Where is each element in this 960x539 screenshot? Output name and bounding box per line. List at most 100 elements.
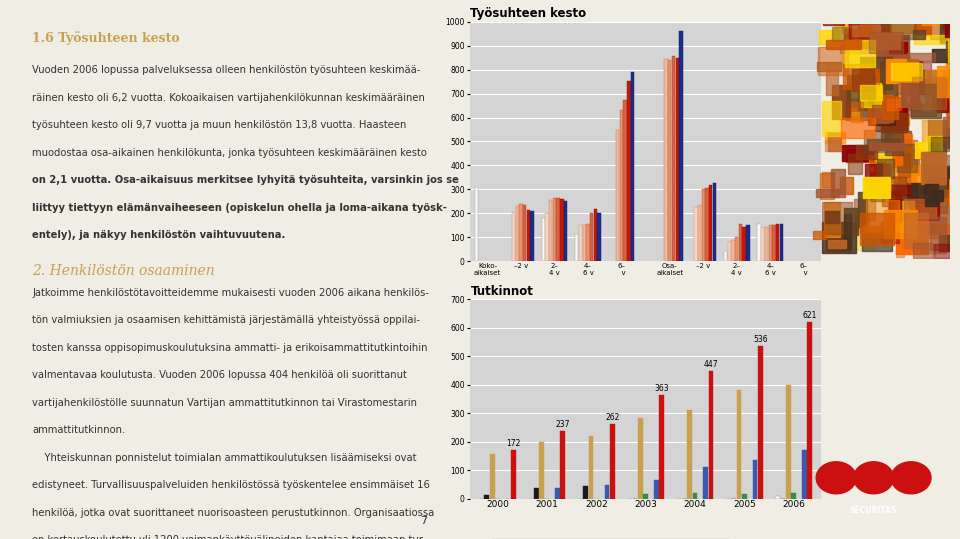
Bar [692,493,697,499]
Bar [950,53,960,82]
Bar [847,108,856,115]
Bar [876,153,891,162]
Bar [753,460,757,499]
Bar [534,488,539,499]
Bar [587,224,589,261]
Bar [870,158,885,166]
Bar [597,213,601,261]
Bar [841,118,875,138]
Bar [822,222,856,253]
Bar [877,160,894,178]
Bar [937,79,948,112]
Bar [822,172,834,187]
Bar [948,29,959,62]
Bar [884,177,905,198]
Bar [802,450,806,499]
Bar [947,179,956,204]
Bar [583,486,588,499]
Bar [876,37,902,57]
Bar [610,424,614,499]
Bar [908,199,939,219]
Bar [880,116,909,125]
Bar [702,189,705,261]
Bar [660,395,664,499]
Bar [816,189,839,197]
Bar [817,62,841,71]
Text: SECURITAS: SECURITAS [850,506,898,515]
Bar [880,63,897,96]
Bar [724,251,728,261]
Bar [867,139,900,150]
Text: ammattitutkinnon.: ammattitutkinnon. [32,425,126,435]
Text: edistyneet. Turvallisuuspalveluiden henkilöstössä työskentelee ensimmäiset 16: edistyneet. Turvallisuuspalveluiden henk… [32,480,430,490]
Bar [922,120,945,141]
Bar [929,190,949,201]
Bar [885,59,918,83]
Bar [915,142,925,157]
Bar [904,160,919,175]
Bar [884,5,914,33]
Bar [932,84,960,109]
Bar [922,206,952,234]
Bar [892,140,918,156]
Bar [881,108,907,132]
Bar [862,234,892,251]
Text: on 2,1 vuotta. Osa-aikaisuus merkitsee lyhyitä työsuhteita, varsinkin jos se: on 2,1 vuotta. Osa-aikaisuus merkitsee l… [32,175,459,185]
Bar [942,15,957,30]
Bar [929,136,939,153]
Bar [860,24,873,34]
Bar [947,51,959,64]
Bar [761,226,764,261]
Bar [949,179,960,204]
Text: 2. Henkilöstön osaaminen: 2. Henkilöstön osaaminen [32,264,215,278]
Bar [923,0,939,25]
Bar [828,240,846,248]
Bar [889,149,922,159]
Bar [846,40,875,67]
Bar [848,2,881,25]
Bar [849,155,862,174]
Bar [728,242,731,261]
Bar [757,224,760,261]
Bar [903,163,924,185]
Bar [889,191,901,222]
Bar [708,371,713,499]
Bar [870,33,900,50]
Bar [859,88,885,110]
Bar [527,210,530,261]
Bar [557,198,560,261]
Bar [776,224,780,261]
Bar [898,144,917,172]
Text: Työsuhteen kesto: Työsuhteen kesto [470,8,587,20]
Bar [833,16,863,41]
Bar [946,101,960,116]
Bar [913,61,922,78]
Bar [920,198,953,232]
Bar [924,136,943,156]
Bar [843,64,870,89]
Bar [946,59,960,69]
Text: räinen kesto oli 6,2 vuotta. Kokoaikaisen vartijahenkilökunnan keskimääräinen: räinen kesto oli 6,2 vuotta. Kokoaikaise… [32,93,425,103]
Bar [947,42,960,56]
Bar [769,225,772,261]
Bar [896,185,917,202]
Text: 172: 172 [506,439,520,447]
Text: 447: 447 [704,360,718,369]
Bar [860,14,886,34]
Text: työsuhteen kesto oli 9,7 vuotta ja muun henkilöstön 13,8 vuotta. Haasteen: työsuhteen kesto oli 9,7 vuotta ja muun … [32,120,406,130]
Bar [896,201,914,232]
Bar [516,206,519,261]
Bar [924,164,935,192]
Text: henkilöä, jotka ovat suorittaneet nuorisoasteen perustutkinnon. Organisaatiossa: henkilöä, jotka ovat suorittaneet nuoris… [32,508,434,518]
Bar [885,132,903,155]
Bar [889,43,907,53]
Bar [875,113,908,131]
Bar [555,488,560,499]
Bar [732,240,734,261]
Bar [855,214,869,233]
Circle shape [891,462,931,494]
Bar [860,57,892,88]
Bar [933,168,959,198]
Bar [897,221,927,254]
Bar [943,117,960,148]
